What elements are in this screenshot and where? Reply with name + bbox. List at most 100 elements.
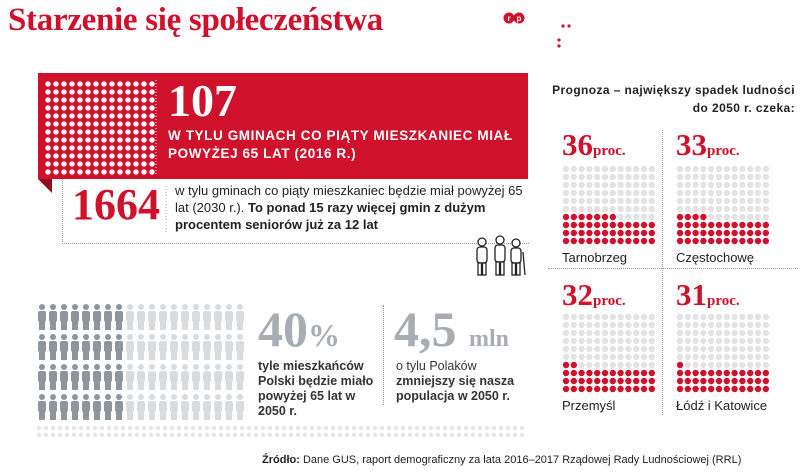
city-dot-empty <box>640 205 648 213</box>
city-dot-empty <box>754 321 762 329</box>
city-dot-filled <box>715 385 723 393</box>
city-dot-empty <box>747 205 754 213</box>
city-dot-filled <box>692 369 699 377</box>
city-dot-empty <box>570 345 577 353</box>
city-1-unit: proc. <box>593 143 626 159</box>
white-dot <box>125 137 131 143</box>
city-dot-empty <box>708 313 715 321</box>
city-dot-empty <box>708 213 715 221</box>
city-dot-filled <box>762 385 769 393</box>
city-dot-empty <box>617 181 624 189</box>
second-text: w tylu gminach co piąty mieszkaniec będz… <box>175 182 525 233</box>
white-dot <box>117 121 123 127</box>
city-dot-filled <box>723 237 730 245</box>
city-dot-empty <box>578 329 585 337</box>
city-dot-filled <box>578 213 585 221</box>
city-dot-empty <box>625 189 632 197</box>
city-dot-filled <box>633 377 640 385</box>
bottom-dot <box>92 425 98 431</box>
person-icon <box>236 334 244 360</box>
city-dot-empty <box>586 337 593 345</box>
city-dot-filled <box>609 221 616 229</box>
bottom-dot <box>225 425 231 431</box>
white-dot <box>45 105 51 111</box>
person-icon <box>49 394 57 420</box>
city-dot-empty <box>586 321 593 329</box>
city-dot-empty <box>754 213 762 221</box>
city-dot-empty <box>617 337 624 345</box>
city-dot-empty <box>684 189 691 197</box>
white-dot <box>93 81 99 87</box>
city-dot-empty <box>625 205 632 213</box>
forecast-title: Prognoza – największy spadek ludności do… <box>552 83 795 115</box>
city-dot-empty <box>723 313 730 321</box>
city-dot-empty <box>586 353 593 361</box>
bottom-dot <box>176 425 182 431</box>
white-dot <box>77 105 83 111</box>
city-dot-filled <box>570 213 577 221</box>
white-dot <box>117 97 123 103</box>
city-dot-filled <box>731 369 738 377</box>
bottom-dot <box>295 432 301 438</box>
city-dot-filled <box>715 221 723 229</box>
person-icon <box>82 394 90 420</box>
city-dot-empty <box>684 197 691 205</box>
city-dot-empty <box>617 165 624 173</box>
city-dot-empty <box>578 189 585 197</box>
white-dot <box>149 105 155 111</box>
city-dot-filled <box>586 237 593 245</box>
city-dot-filled <box>723 377 730 385</box>
city-dot-empty <box>747 337 754 345</box>
city-dot-filled <box>684 377 691 385</box>
city-dot-filled <box>562 229 570 237</box>
city-dot-empty <box>684 345 691 353</box>
white-dot <box>77 81 83 87</box>
city-dot-empty <box>594 165 601 173</box>
city-dot-empty <box>708 173 715 181</box>
city-dot-empty <box>700 173 707 181</box>
white-dot <box>53 161 59 167</box>
city-dot-empty <box>715 321 723 329</box>
white-dot <box>141 169 147 175</box>
bottom-dot <box>50 432 56 438</box>
white-dot <box>117 145 123 151</box>
city-dot-empty <box>747 181 754 189</box>
city-dot-filled <box>562 377 570 385</box>
white-dot <box>133 105 139 111</box>
city-dot-filled <box>578 237 585 245</box>
city-dot-filled <box>609 229 616 237</box>
city-dot-empty <box>762 181 769 189</box>
bottom-dot <box>211 425 217 431</box>
city-dot-empty <box>762 205 769 213</box>
white-dot <box>45 137 51 143</box>
bottom-dot <box>428 432 434 438</box>
white-dot <box>149 81 155 87</box>
city-dot-empty <box>708 321 715 329</box>
city-dot-empty <box>700 181 707 189</box>
city-dot-empty <box>625 353 632 361</box>
white-dot <box>53 145 59 151</box>
city-dot-empty <box>609 329 616 337</box>
white-dot <box>109 145 115 151</box>
city-dot-empty <box>700 189 707 197</box>
white-dot <box>45 81 51 87</box>
person-icon <box>104 304 112 330</box>
white-dot <box>109 121 115 127</box>
city-dot-empty <box>625 337 632 345</box>
city-dot-filled <box>617 385 624 393</box>
city-dot-filled <box>617 369 624 377</box>
bottom-dot <box>449 425 455 431</box>
city-dot-filled <box>594 229 601 237</box>
person-icon <box>38 364 46 390</box>
bottom-dot <box>379 425 385 431</box>
city-dot-filled <box>723 385 730 393</box>
city-dot-empty <box>747 313 754 321</box>
bottom-dot <box>127 432 133 438</box>
white-dot <box>77 129 83 135</box>
city-dot-filled <box>692 385 699 393</box>
source-text: Dane GUS, raport demograficzny za lata 2… <box>302 454 742 466</box>
city-dot-empty <box>700 361 707 369</box>
city-dot-filled <box>747 237 754 245</box>
person-icon <box>192 394 200 420</box>
bottom-dot <box>442 425 448 431</box>
